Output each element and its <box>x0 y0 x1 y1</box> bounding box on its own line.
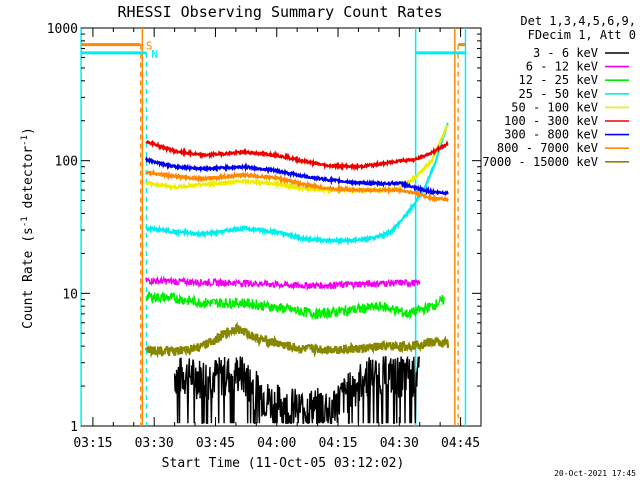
y-tick-label: 10 <box>62 287 78 302</box>
series-line <box>144 321 450 359</box>
y-tick-label: 1000 <box>47 22 78 37</box>
y-tick-label: 100 <box>55 155 78 170</box>
x-tick-label: 03:30 <box>135 436 174 451</box>
x-tick-label: 03:15 <box>73 436 112 451</box>
x-tick-label: 04:30 <box>380 436 419 451</box>
series-line <box>145 139 449 172</box>
x-axis: 03:15 03:30 03:45 04:00 04:15 04:30 04:45 <box>73 28 482 451</box>
series-line <box>145 275 421 292</box>
legend-entry-label: 6 - 12 keV <box>526 60 598 74</box>
y-tick-label: 1 <box>70 420 78 435</box>
legend-entry-label: 300 - 800 keV <box>504 128 598 142</box>
legend-header-detectors: Det 1,3,4,5,6,9, <box>520 14 636 28</box>
y-axis: 1 10 100 1000 <box>47 22 481 435</box>
timestamp: 20-Oct-2021 17:45 <box>554 469 636 478</box>
flag-bars: SN <box>81 40 466 426</box>
series-line <box>144 168 450 204</box>
legend-entry-label: 100 - 300 keV <box>504 114 598 128</box>
flag-label: S <box>146 40 153 53</box>
x-tick-label: 04:45 <box>441 436 480 451</box>
series-line <box>144 155 449 197</box>
series-lines <box>144 122 450 424</box>
legend-entry-label: 3 - 6 keV <box>533 46 598 60</box>
series-line <box>144 124 450 196</box>
legend-entry-label: 12 - 25 keV <box>519 73 598 87</box>
series-line <box>145 291 445 321</box>
chart-title: RHESSI Observing Summary Count Rates <box>117 3 442 21</box>
legend-entry-label: 7000 - 15000 keV <box>482 155 598 169</box>
flag-label: N <box>151 48 158 61</box>
x-tick-label: 03:45 <box>196 436 235 451</box>
series-line <box>145 122 449 247</box>
legend-header-decimation: FDecim 1, Att 0 <box>528 28 636 42</box>
legend-entry-label: 800 - 7000 keV <box>497 141 598 155</box>
legend-entry-label: 25 - 50 keV <box>519 87 598 101</box>
series-line <box>173 355 420 424</box>
x-tick-label: 04:15 <box>318 436 357 451</box>
legend: Det 1,3,4,5,6,9, FDecim 1, Att 0 3 - 6 k… <box>482 14 636 169</box>
legend-entry-label: 50 - 100 keV <box>511 100 598 114</box>
x-axis-label: Start Time (11-Oct-05 03:12:02) <box>162 456 405 471</box>
x-tick-label: 04:00 <box>257 436 296 451</box>
y-axis-label: Count Rate (s-1 detector-1) <box>20 127 36 329</box>
